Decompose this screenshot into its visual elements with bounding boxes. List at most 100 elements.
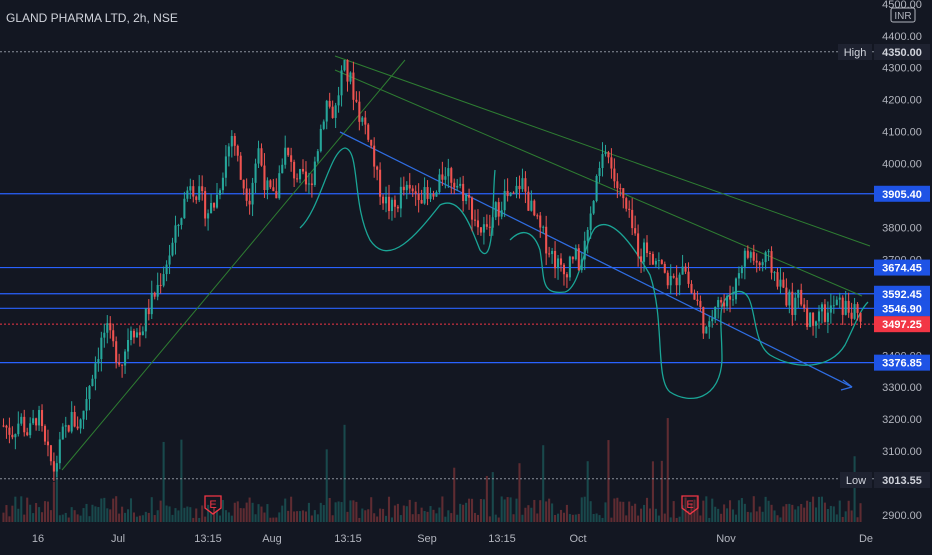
level-tag-value: 3592.45 (882, 289, 922, 301)
volume-bar (604, 502, 607, 522)
candle-body (346, 60, 349, 82)
candle-body (156, 284, 159, 297)
volume-bar (660, 460, 663, 522)
candle-body (761, 262, 764, 266)
candle-body (355, 99, 358, 102)
volume-bar (702, 500, 705, 522)
candle-body (275, 191, 278, 199)
price-tick-label: 3800.00 (882, 222, 922, 234)
candle-body (379, 169, 382, 197)
level-tag-bg (874, 259, 930, 276)
volume-bar (97, 507, 100, 522)
candle-body (115, 341, 118, 363)
volume-bar (215, 510, 219, 522)
candle-body (616, 181, 619, 189)
volume-bar (224, 510, 227, 522)
candle-body (806, 308, 809, 327)
level-tag-bg (874, 185, 930, 202)
candle-body (325, 100, 328, 122)
volume-bar (785, 504, 788, 522)
candle-body (634, 228, 637, 234)
volume-bar (52, 481, 55, 522)
candle-body (168, 255, 171, 265)
volume-bar (14, 496, 17, 522)
volume-bar (115, 496, 118, 522)
candle-body (230, 136, 233, 147)
volume-bar (198, 517, 201, 522)
candle-body (218, 190, 222, 196)
candle-body (402, 186, 405, 191)
time-axis[interactable]: 16 Jul 13:15 Aug 13:15 Sep 13:15 Oct Nov De (32, 533, 873, 545)
candle-body (441, 174, 444, 180)
volume-bar (168, 506, 171, 522)
candle-body (823, 304, 826, 322)
candle-body (5, 425, 8, 428)
candle-body (631, 209, 634, 229)
candle-body (447, 168, 450, 177)
candle-body (853, 304, 856, 319)
volume-bar (634, 503, 637, 522)
volume-bar (527, 505, 530, 522)
time-tick-label: 16 (32, 533, 44, 545)
blue-trend-arrow (339, 131, 853, 388)
candle-body (465, 194, 468, 201)
volume-bar (728, 500, 732, 522)
candle-body (737, 273, 740, 279)
volume-bar (379, 508, 382, 522)
candle-body (328, 100, 331, 107)
volume-bar (73, 510, 76, 522)
volume-bar (640, 508, 643, 522)
currency-badge[interactable] (890, 7, 916, 23)
candle-body (814, 321, 818, 326)
volume-bar (438, 507, 441, 522)
volume-bar (616, 497, 619, 522)
candle-body (657, 260, 660, 262)
volume-bar (346, 511, 349, 522)
volume-bar (233, 502, 236, 522)
volume-bar (497, 517, 500, 522)
volume-bar (293, 511, 296, 522)
volume-bar (272, 517, 275, 522)
candle-body (512, 192, 515, 194)
volume-bar (717, 508, 720, 522)
volume-bar (296, 511, 299, 522)
candle-body (112, 330, 115, 342)
earnings-marker[interactable]: E (204, 495, 222, 515)
volume-bar (405, 506, 408, 522)
candle-body (500, 210, 503, 217)
candle-body (672, 275, 675, 278)
level-tag-bg (874, 354, 930, 371)
level-tag-value: 3905.40 (882, 189, 922, 201)
volume-bar (666, 418, 669, 522)
symbol-title: GLAND PHARMA LTD, 2h, NSE (6, 11, 178, 25)
volume-bar (779, 517, 782, 522)
earnings-marker[interactable]: E (681, 495, 699, 515)
volume-bar (432, 509, 435, 522)
volume-bar (459, 503, 462, 522)
volume-bar (325, 449, 328, 522)
volume-bar (275, 517, 278, 522)
volume-bar (812, 496, 815, 522)
volume-bar (435, 513, 438, 522)
volume-bar (373, 513, 376, 522)
candle-body (361, 117, 364, 122)
volume-bar (399, 515, 402, 522)
candle-body (390, 199, 394, 212)
volume-bar (699, 515, 702, 522)
volume-bar (782, 506, 785, 522)
volume-bar (156, 510, 159, 522)
candle-body (482, 224, 485, 233)
candle-body (165, 264, 168, 275)
candle-body (67, 425, 70, 432)
volume-bar (752, 496, 755, 522)
candle-body (334, 105, 337, 118)
volume-bar (100, 498, 103, 522)
candle-body (625, 198, 628, 209)
candle-body (251, 182, 254, 205)
candle-body (236, 145, 239, 156)
volume-bar (841, 516, 844, 522)
candle-body (49, 445, 52, 462)
